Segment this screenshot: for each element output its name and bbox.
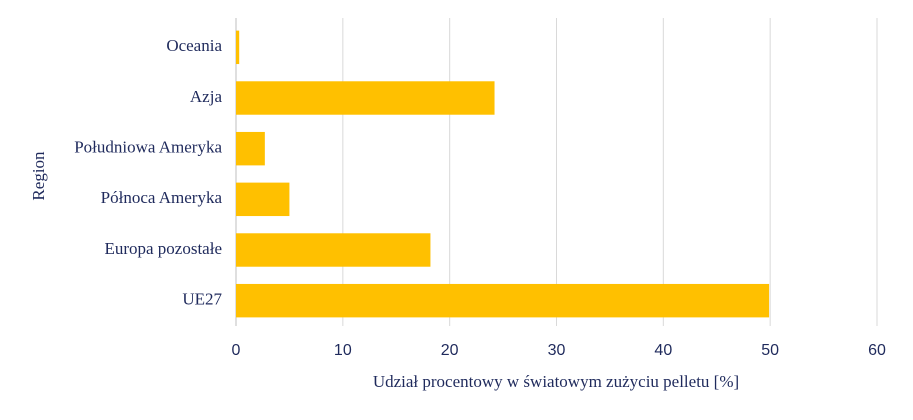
- x-tick-label: 50: [761, 342, 779, 359]
- bar: [236, 283, 770, 318]
- y-tick-label: Oceania: [166, 36, 222, 55]
- y-tick-label: UE27: [182, 290, 222, 309]
- bar: [236, 182, 290, 217]
- bar: [236, 30, 240, 65]
- x-tick-label: 0: [232, 342, 241, 359]
- y-tick-label: Południowa Ameryka: [74, 138, 222, 157]
- x-tick-label: 30: [548, 342, 566, 359]
- x-axis-label: Udział procentowy w światowym zużyciu pe…: [373, 372, 739, 391]
- y-tick-label: Europa pozostałe: [104, 239, 222, 258]
- x-tick-label: 60: [868, 342, 886, 359]
- bar: [236, 131, 265, 166]
- y-tick-label: Azja: [190, 87, 223, 106]
- bar: [236, 81, 495, 115]
- y-tick-label: Północa Ameryka: [101, 188, 223, 207]
- x-tick-label: 20: [441, 342, 459, 359]
- y-axis-label: Region: [29, 151, 48, 201]
- x-tick-label: 40: [654, 342, 672, 359]
- bar: [236, 233, 431, 267]
- x-tick-label: 10: [334, 342, 352, 359]
